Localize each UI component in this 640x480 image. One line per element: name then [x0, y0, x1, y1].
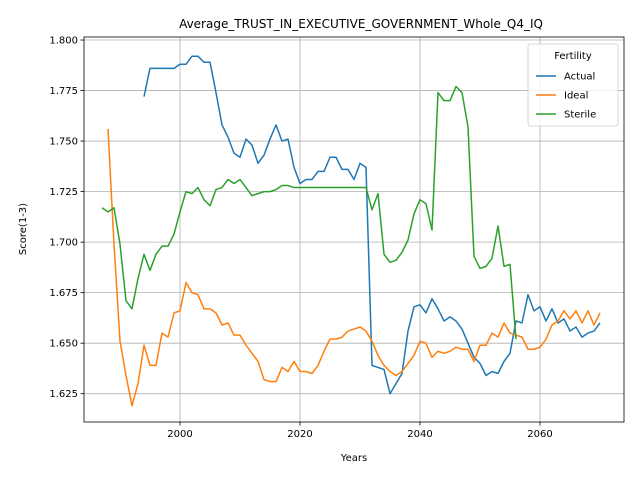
chart-title: Average_TRUST_IN_EXECUTIVE_GOVERNMENT_Wh…: [179, 17, 543, 31]
series-line-ideal: [107, 128, 601, 407]
x-tick-label: 2060: [527, 429, 552, 440]
y-tick-label: 1.800: [49, 36, 78, 47]
y-axis-title: Score(1-3): [18, 203, 29, 255]
x-axis-title: Years: [340, 453, 367, 464]
y-tick-label: 1.750: [49, 137, 78, 148]
legend: Fertility Actual Ideal Sterile: [527, 43, 619, 127]
y-tick-label: 1.775: [49, 86, 78, 97]
series-line-sterile: [101, 85, 517, 340]
legend-box: [527, 43, 619, 127]
y-tick-label: 1.625: [49, 389, 78, 400]
y-tick-label: 1.650: [49, 339, 78, 350]
ticks: 2000 2020 2040 2060 1.625 1.650 1.675 1.700 1.72…: [49, 36, 552, 440]
x-tick-label: 2000: [167, 429, 192, 440]
legend-label-sterile: Sterile: [564, 110, 596, 121]
y-tick-label: 1.675: [49, 288, 78, 299]
series-line-actual: [143, 55, 601, 395]
legend-title: Fertility: [554, 51, 592, 62]
plot-frame: [83, 36, 625, 423]
y-tick-label: 1.700: [49, 238, 78, 249]
legend-label-ideal: Ideal: [564, 91, 588, 102]
x-tick-label: 2020: [287, 429, 312, 440]
y-tick-label: 1.725: [49, 187, 78, 198]
legend-label-actual: Actual: [564, 72, 595, 83]
series-lines: [101, 55, 601, 407]
x-tick-label: 2040: [407, 429, 432, 440]
